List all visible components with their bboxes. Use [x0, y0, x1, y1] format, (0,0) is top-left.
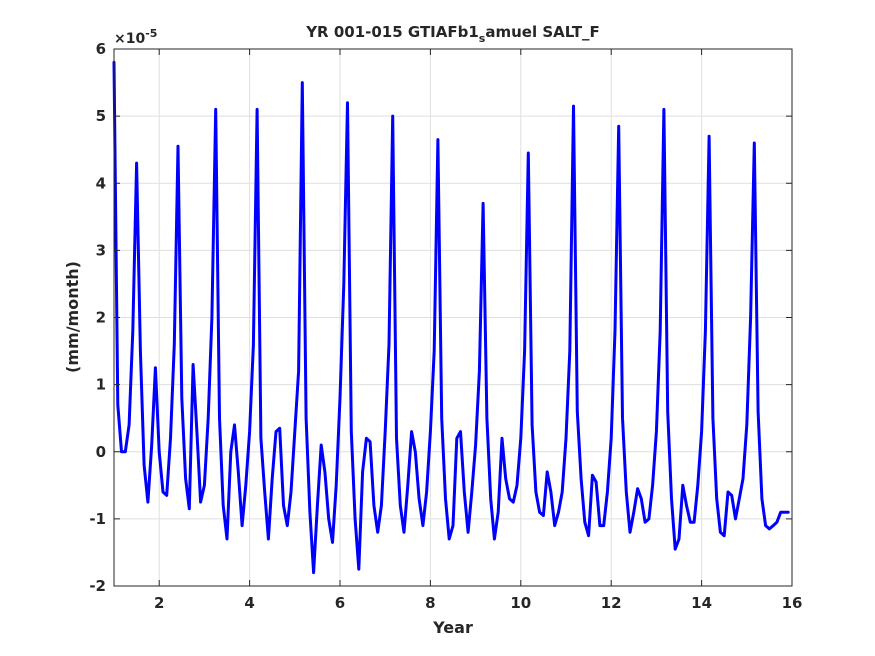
- y-exponent-label: ×10-5: [114, 27, 157, 47]
- series-line: [112, 60, 790, 575]
- x-tick-label: 6: [335, 594, 345, 612]
- y-tick-label: 0: [96, 443, 106, 461]
- y-tick-label: -2: [89, 577, 106, 595]
- x-tick-label: 16: [782, 594, 803, 612]
- y-tick-label: 5: [96, 107, 106, 125]
- y-tick-labels: -2 -1 0 1 2 3 4 5 6: [89, 40, 106, 595]
- y-axis-label: (mm/month): [63, 261, 82, 373]
- chart-title: YR 001-015 GTIAFb1samuel SALT_F: [305, 23, 600, 45]
- y-tick-label: 6: [96, 40, 106, 58]
- y-tick-label: 1: [96, 376, 106, 394]
- y-tick-label: 4: [96, 174, 106, 192]
- x-tick-label: 8: [425, 594, 435, 612]
- ticks: [114, 48, 793, 587]
- x-tick-labels: 2 4 6 8 10 12 14 16: [154, 594, 802, 612]
- x-tick-label: 2: [154, 594, 164, 612]
- y-tick-label: 3: [96, 241, 106, 259]
- y-tick-label: 2: [96, 309, 106, 327]
- series-group: [112, 60, 790, 575]
- x-tick-label: 12: [601, 594, 622, 612]
- x-tick-label: 14: [691, 594, 712, 612]
- x-axis-label: Year: [432, 618, 473, 637]
- x-tick-label: 4: [244, 594, 254, 612]
- x-tick-label: 10: [510, 594, 531, 612]
- y-tick-label: -1: [89, 510, 106, 528]
